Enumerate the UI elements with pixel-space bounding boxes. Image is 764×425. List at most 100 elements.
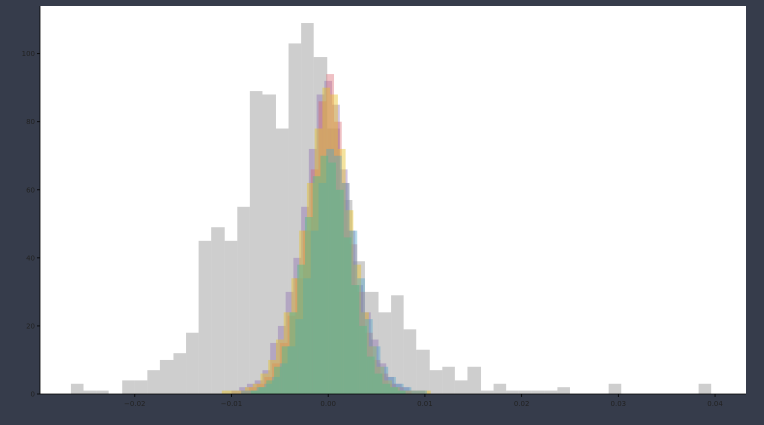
x-tick-label: 0.00 [320, 400, 336, 408]
histogram-bar [320, 155, 329, 394]
histogram-bar [312, 176, 321, 394]
histogram-bar [96, 390, 109, 394]
histogram-bar [416, 349, 430, 394]
histogram-bar [173, 353, 187, 394]
histogram-bars [70, 23, 712, 395]
histogram-bar [374, 373, 383, 394]
histogram-bar [248, 387, 257, 394]
histogram-bar [237, 206, 250, 394]
x-tick-label: 0.04 [707, 400, 723, 408]
histogram-bar [281, 346, 290, 394]
histogram-bar [224, 240, 238, 394]
histogram-bar [411, 390, 420, 394]
histogram-bar [467, 366, 482, 394]
histogram-bar [518, 390, 532, 394]
histogram-bar [159, 359, 174, 394]
histogram-bar [266, 380, 275, 394]
histogram-bar [403, 387, 412, 394]
histogram-bar [359, 325, 367, 394]
histogram-bar [372, 346, 381, 394]
x-tick-label: 0.01 [417, 400, 433, 408]
histogram-bar [531, 390, 545, 394]
histogram-bar [557, 387, 570, 394]
histogram-bar [258, 387, 267, 394]
histogram-bar [260, 373, 269, 394]
histogram-bar [401, 387, 410, 394]
histogram-bar [328, 162, 336, 394]
x-tick-label: −0.01 [221, 400, 242, 408]
histogram-bar [366, 356, 375, 394]
histogram-bar [403, 390, 412, 394]
histogram-bar [245, 387, 253, 394]
histogram-bar [698, 383, 712, 394]
y-tick-label: 20 [26, 322, 35, 330]
histogram-bar [304, 217, 313, 394]
series-5 [250, 155, 406, 394]
histogram-bar [252, 383, 261, 394]
histogram-bar [289, 312, 298, 394]
histogram-bar [147, 370, 160, 394]
y-tick-label: 40 [26, 254, 35, 262]
histogram-bar [275, 128, 289, 394]
histogram-bar [415, 390, 423, 394]
histogram-bar [493, 383, 507, 394]
histogram-bar [403, 329, 417, 394]
histogram-bar [297, 264, 305, 394]
histogram-bar [397, 390, 406, 394]
histogram-bar [246, 383, 255, 394]
histogram-bar [429, 370, 443, 394]
histogram-bar [134, 380, 148, 394]
histogram-bar [454, 380, 468, 394]
histogram-bar [391, 295, 404, 394]
histogram-bar [249, 91, 263, 394]
histogram-bar [382, 383, 391, 394]
histogram-bar [343, 237, 352, 394]
y-tick-label: 80 [26, 118, 35, 126]
histogram-bar [229, 390, 238, 394]
histogram-bar [268, 359, 276, 394]
histogram-bar [417, 390, 425, 394]
histogram-bar [83, 390, 97, 394]
histogram-bar [419, 390, 427, 394]
histogram-bar [506, 390, 519, 394]
histogram-bar [239, 387, 247, 394]
histogram-bar [395, 383, 404, 394]
histogram-bar [608, 383, 622, 394]
histogram-bar [386, 376, 394, 394]
histogram-bar [250, 390, 259, 394]
histogram-bar [380, 373, 389, 394]
y-tick-label: 100 [22, 50, 35, 58]
x-tick-label: 0.02 [514, 400, 530, 408]
histogram-bar [231, 390, 240, 394]
histogram-bar [481, 390, 494, 394]
histogram-bar [442, 366, 455, 394]
histogram-bar [351, 285, 360, 394]
histogram-bar [237, 390, 246, 394]
histogram-bar [274, 366, 282, 394]
y-tick-label: 60 [26, 186, 35, 194]
histogram-bar [262, 94, 276, 395]
histogram-bar [544, 390, 558, 394]
histogram-bar [422, 390, 431, 394]
y-tick-label: 0 [31, 391, 35, 399]
histogram-bar [390, 387, 398, 394]
histogram-bar [335, 189, 344, 394]
histogram-bar [198, 240, 212, 394]
histogram-bar [407, 390, 416, 394]
histogram-bar [211, 227, 225, 394]
x-tick-label: −0.02 [124, 400, 145, 408]
histogram-bar [241, 390, 249, 394]
histogram-bar [409, 390, 418, 394]
x-tick-label: 0.03 [611, 400, 627, 408]
histogram-bar [221, 390, 230, 394]
histogram-bar [122, 380, 135, 394]
histogram-bar [241, 390, 249, 394]
histogram-bar [70, 383, 84, 394]
histogram-bar [380, 366, 389, 394]
histogram-bar [186, 332, 199, 394]
axes: −0.02 −0.01 0.00 0.01 0.02 0.03 0.04 0 20 40 60 80 1… [22, 6, 746, 408]
histogram-bar [395, 387, 404, 394]
histogram-bar [388, 376, 396, 394]
